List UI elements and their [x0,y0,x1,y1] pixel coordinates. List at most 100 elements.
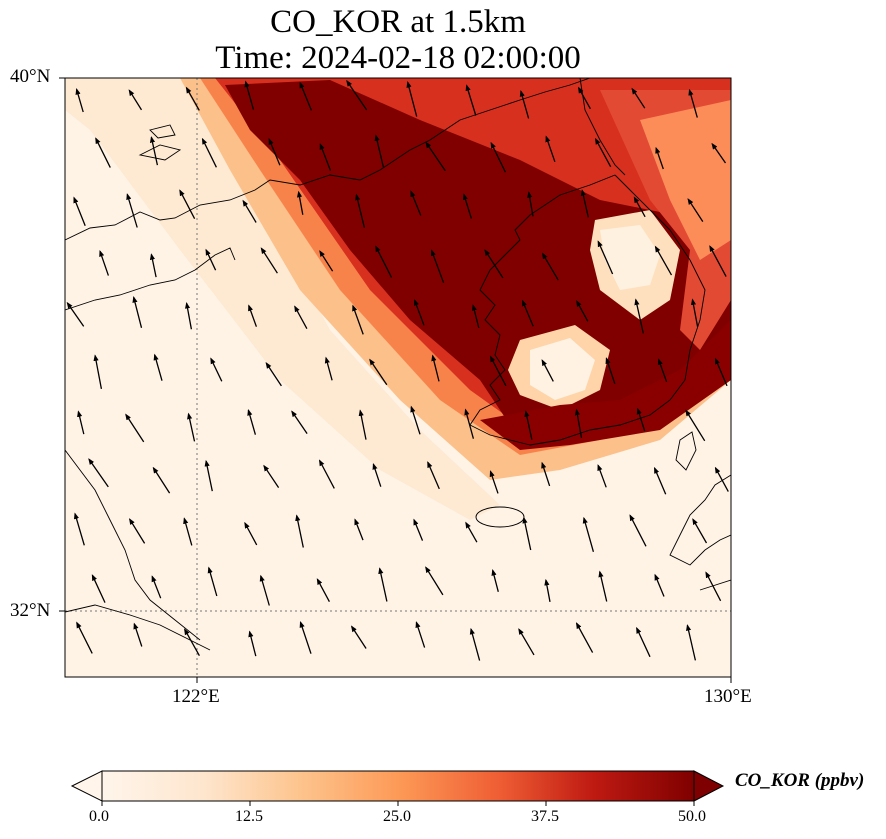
wind-arrow [464,408,475,439]
wind-arrow [541,359,554,382]
wind-arrow [634,298,644,334]
wind-arrow [133,622,143,647]
wind-arrow [149,136,159,166]
wind-arrow [489,470,499,494]
wind-arrow [521,299,534,327]
wind-arrow [597,240,614,275]
wind-arrow [471,304,480,329]
wind-arrow [705,571,722,602]
wind-arrow [465,84,477,116]
wind-arrow [247,408,257,435]
lon-tick-130e: 130°E [704,686,752,707]
wind-arrow [207,566,218,597]
wind-arrow [406,81,418,117]
wind-arrow [179,189,196,219]
colorbar [70,770,725,806]
wind-arrow [76,621,93,654]
map-frame [64,77,732,678]
lat-tick-40n: 40°N [10,66,51,87]
wind-arrow [318,459,335,489]
wind-arrow [597,464,607,488]
wind-arrow [354,518,364,541]
wind-arrow [654,573,665,597]
wind-arrow [413,298,425,326]
colorbar-tick-1: 12.5 [235,808,263,825]
wind-arrow [126,193,138,228]
wind-arrow [527,191,534,217]
wind-arrow [469,627,481,661]
wind-arrow [99,249,110,276]
co-concentration-field [65,78,731,677]
wind-arrow [358,409,367,440]
wind-arrow [88,458,109,488]
wind-arrow [687,198,704,222]
wind-arrow [66,301,85,327]
wind-arrow [522,516,532,551]
wind-arrow [244,521,258,546]
wind-arrow [91,574,106,603]
wind-arrow [714,357,728,387]
wind-arrow [519,90,530,119]
wind-arrow [153,353,163,381]
wind-arrow [350,625,367,649]
wind-arrow [375,245,393,278]
wind-arrow [545,135,556,163]
wind-arrow [183,517,193,546]
wind-arrow [690,298,699,327]
wind-arrow [709,245,727,277]
axis-ticks [59,77,732,683]
wind-arrow [291,410,308,434]
wind-arrow [541,252,559,281]
wind-arrow [77,410,85,435]
wind-arrow [636,407,646,432]
wind-arrow [352,304,364,335]
wind-arrow [631,87,646,109]
wind-arrow [654,245,673,276]
wind-arrow [524,410,533,440]
wind-arrow [576,300,589,322]
wind-arrow [657,358,668,383]
wind-arrow [73,512,85,546]
wind-arrow [714,466,729,492]
wind-arrow [184,628,200,657]
wind-arrow [242,199,257,223]
wind-arrow [598,570,608,602]
wind-arrow [489,355,507,387]
wind-arrow [294,305,308,330]
colorbar-max-extend [693,770,725,802]
wind-arrow [544,578,551,603]
wind-arrow [686,624,697,661]
wind-vectors [66,79,729,661]
wind-arrow [415,621,426,648]
colorbar-label: CO_KOR (ppbv) [735,770,865,791]
wind-arrow [93,354,103,390]
wind-arrow [410,405,421,435]
wind-arrow [491,569,499,592]
wind-arrow [711,142,727,164]
wind-arrow [431,354,440,382]
wind-arrow [574,408,583,439]
colorbar-tick-2: 25.0 [383,808,411,825]
wind-arrow [594,137,612,168]
wind-arrow [378,567,388,602]
wind-arrow [462,193,473,219]
wind-arrow [259,574,270,606]
wind-arrow [484,249,504,279]
gridlines [65,78,731,677]
wind-arrow [248,304,258,327]
wind-arrow [129,518,146,544]
lat-tick-32n: 32°N [10,600,51,621]
wind-arrow [316,578,330,603]
colorbar-bar [102,771,694,801]
wind-arrow [210,357,223,382]
wind-arrow [425,141,446,172]
wind-arrow [319,250,334,272]
wind-arrow [685,409,706,442]
wind-arrow [75,88,84,113]
wind-arrow [633,196,646,218]
wind-arrow [636,626,651,658]
wind-arrow [465,521,478,543]
wind-arrow [580,189,589,218]
wind-arrow [518,628,535,656]
